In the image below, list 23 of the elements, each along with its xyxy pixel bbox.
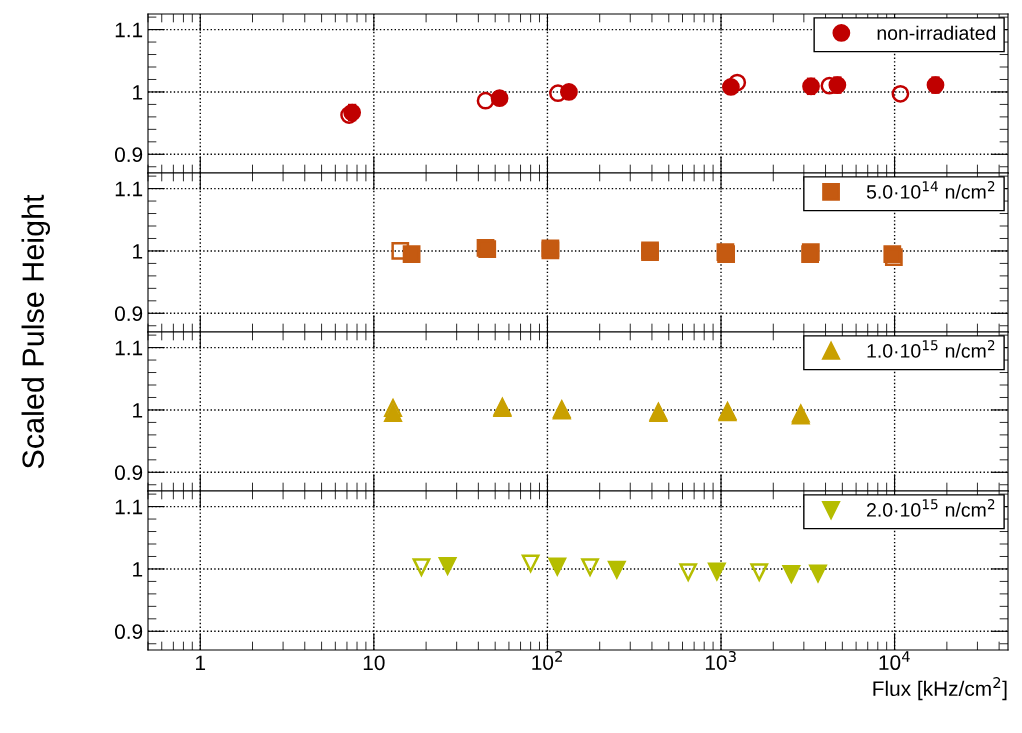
legend-label: non-irradiated <box>877 25 996 40</box>
legend-label: 2.0·10$^{15}$ n/cm$^{2}$ <box>867 499 995 517</box>
y-axis-title: Scaled Pulse Height <box>21 194 51 469</box>
y-tick-label: 1.1 <box>115 181 143 197</box>
y-tick-label: 0.9 <box>114 624 143 640</box>
y-tick-label: 0.9 <box>114 465 143 481</box>
legend-label: 5.0·10$^{14}$ n/cm$^{2}$ <box>866 181 995 199</box>
y-tick-label: 1 <box>133 562 143 577</box>
x-tick-label: 10$^{3}$ <box>705 651 736 670</box>
legend-label: 1.0·10$^{15}$ n/cm$^{2}$ <box>867 340 995 358</box>
x-tick-label: 10$^{2}$ <box>532 651 562 670</box>
y-tick-label: 1 <box>133 244 143 259</box>
x-axis-title: Flux [kHz/cm$^{2}$] <box>873 677 1007 701</box>
y-tick-label: 1.1 <box>115 499 143 515</box>
y-tick-label: 1.1 <box>115 22 143 38</box>
y-tick-label: 1 <box>133 403 143 418</box>
x-tick-label: 10 <box>363 655 385 671</box>
y-tick-label: 1 <box>133 85 143 100</box>
y-tick-label: 0.9 <box>114 306 143 322</box>
x-tick-label: 10$^{4}$ <box>879 651 910 671</box>
y-tick-label: 1.1 <box>115 340 143 356</box>
y-tick-label: 0.9 <box>114 147 143 163</box>
x-tick-label: 1 <box>196 655 206 670</box>
